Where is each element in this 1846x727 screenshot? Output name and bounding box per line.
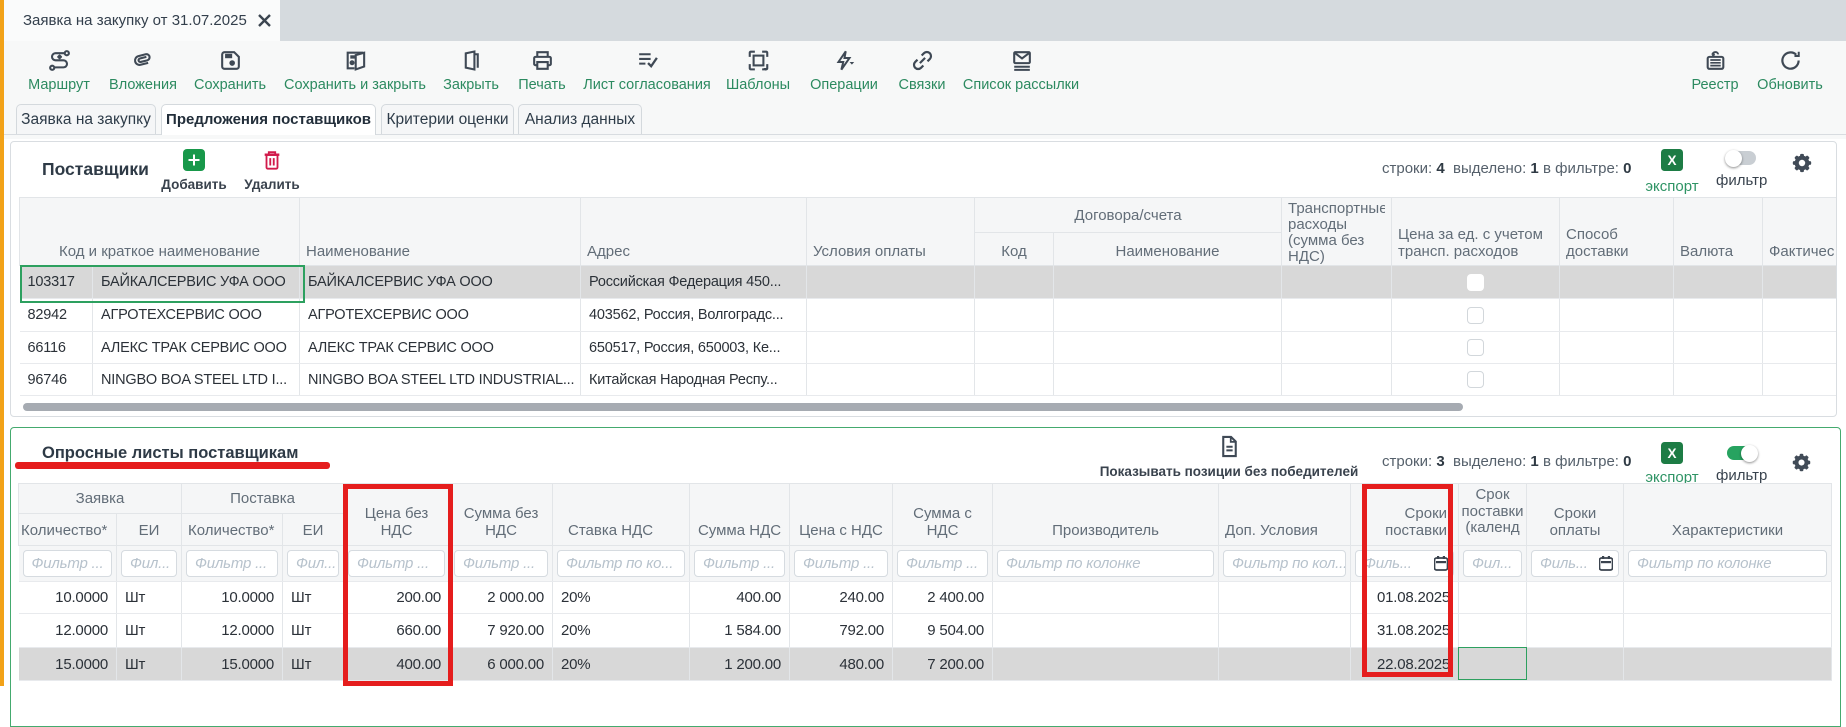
svg-text:X: X: [1667, 153, 1676, 168]
svg-text:X: X: [1667, 446, 1676, 461]
